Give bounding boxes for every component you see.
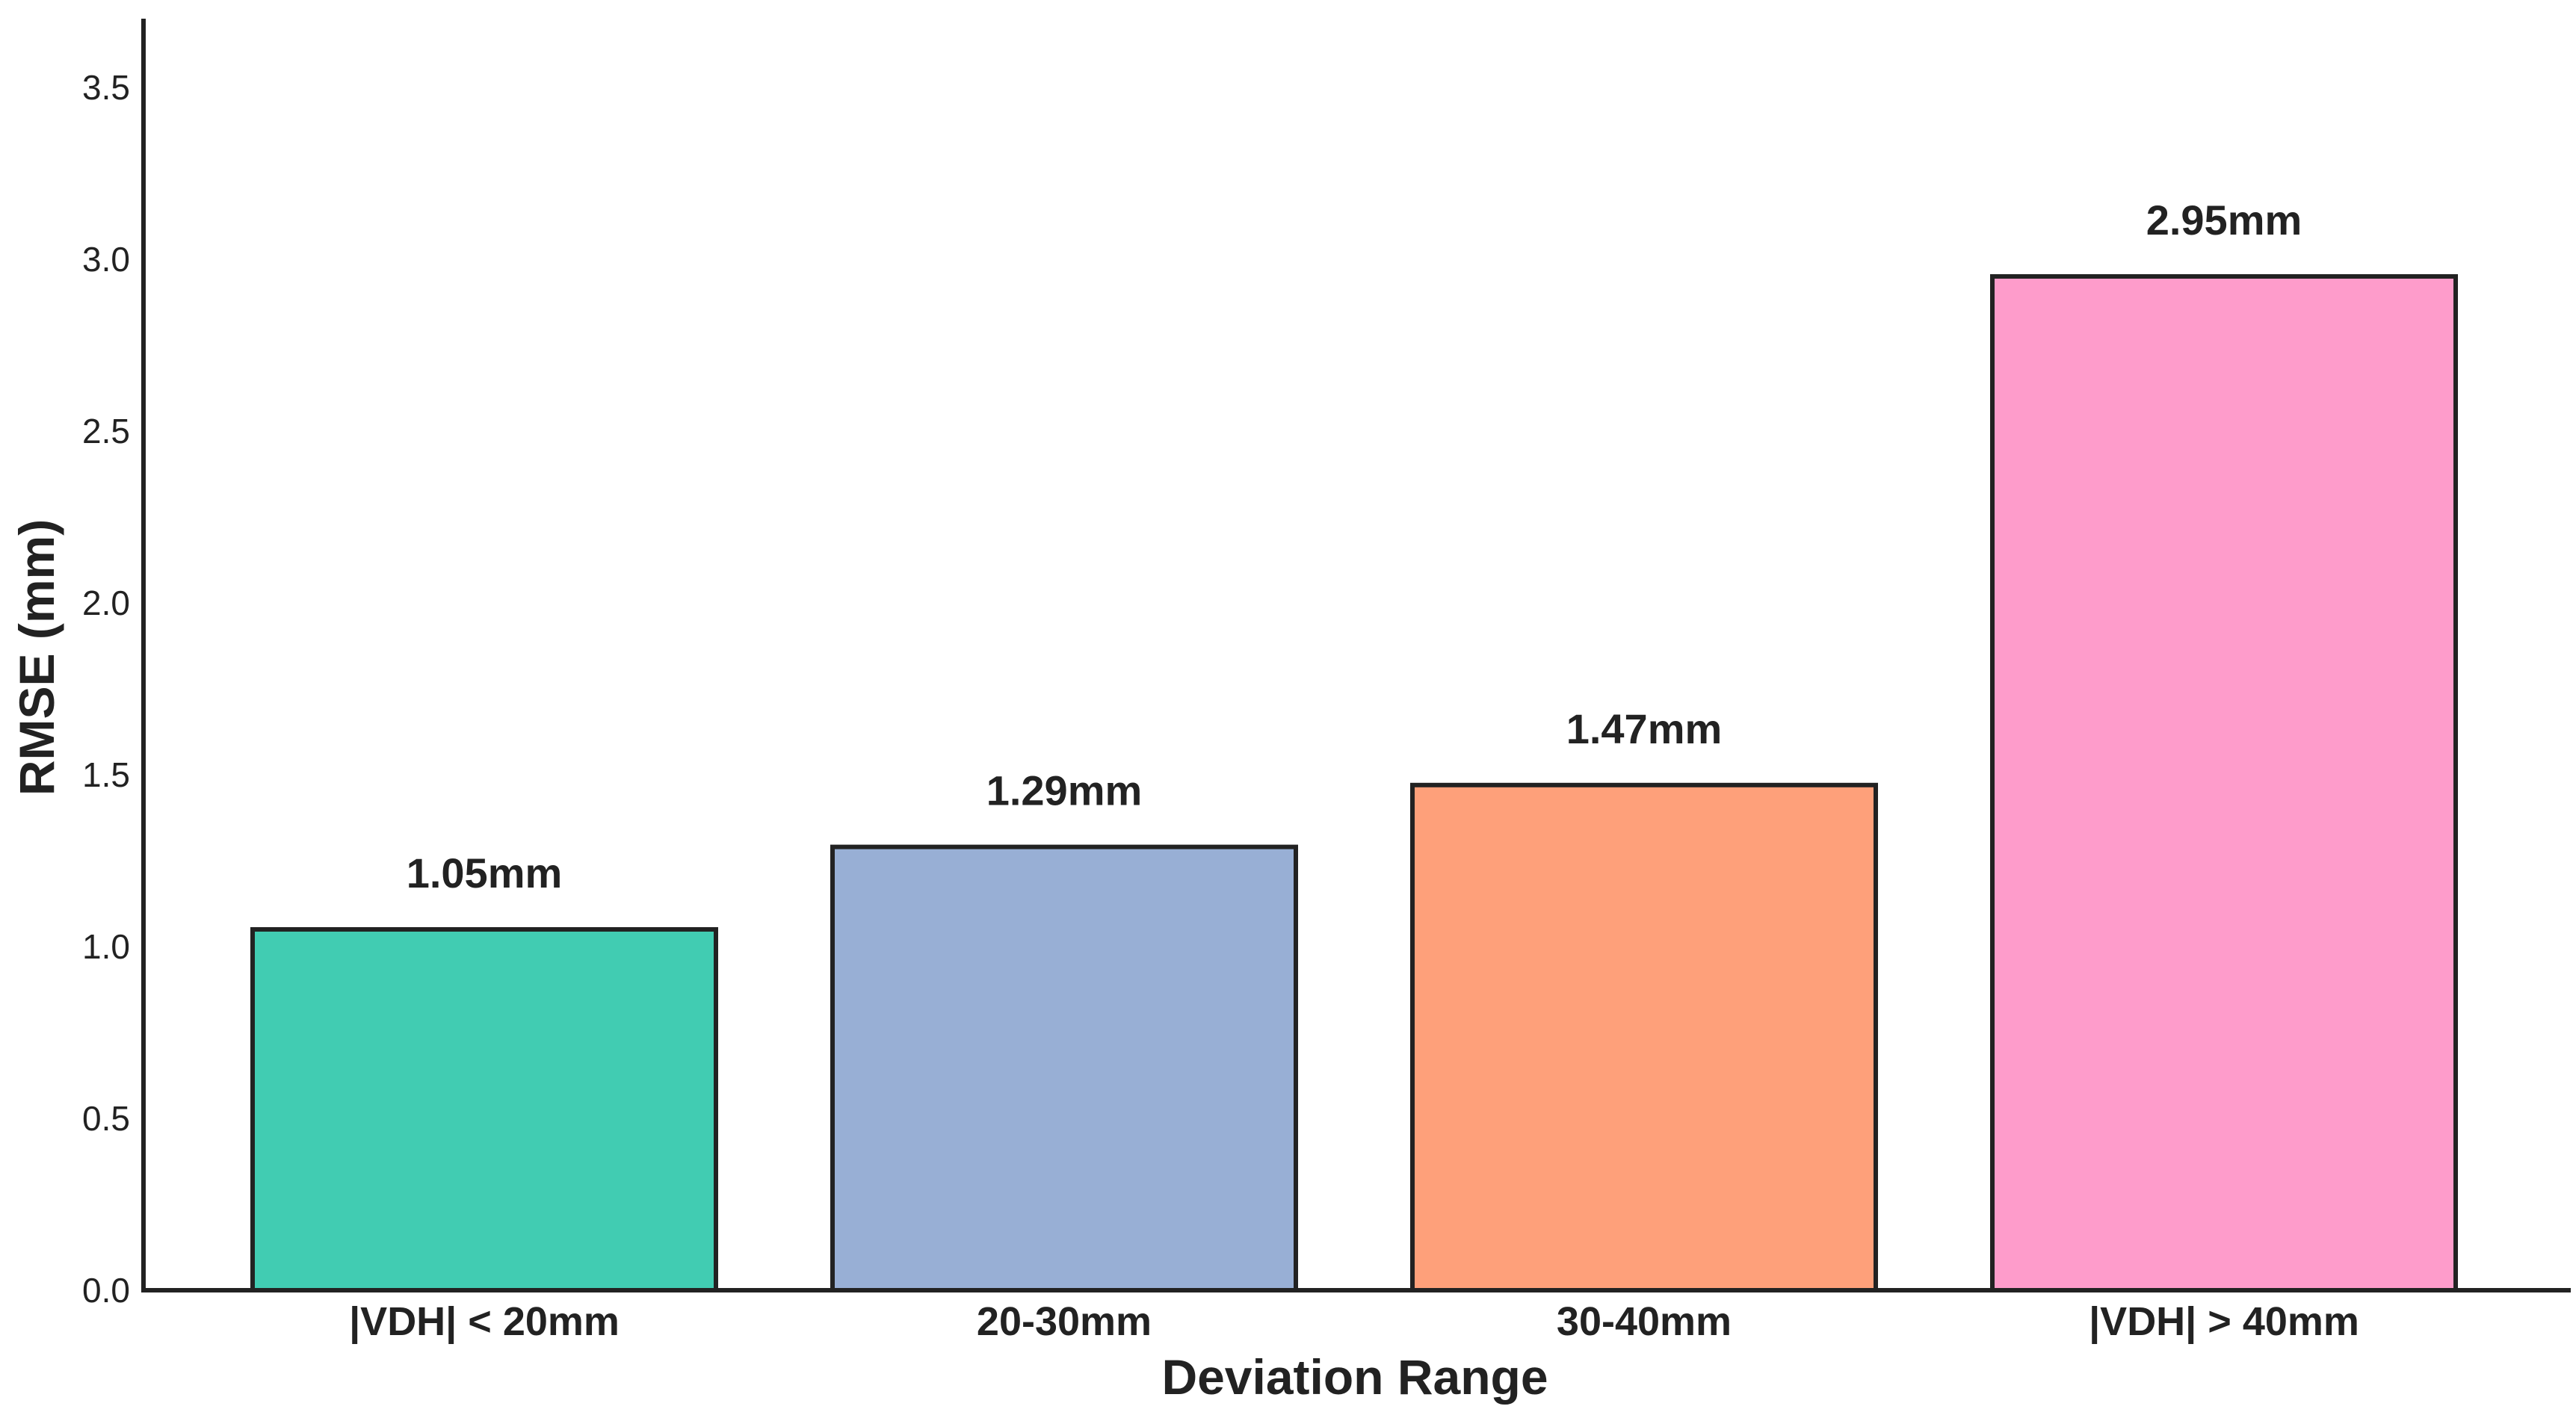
x-tick-label: |VDH| < 20mm	[349, 1299, 620, 1345]
bar-value-label: 2.95mm	[2146, 196, 2302, 244]
bar-value-label: 1.05mm	[407, 849, 563, 897]
x-tick-label: 30-40mm	[1557, 1299, 1732, 1344]
y-tick-label: 3.0	[82, 240, 130, 279]
y-tick-label: 0.0	[82, 1271, 130, 1310]
x-tick-label: |VDH| > 40mm	[2089, 1299, 2359, 1345]
x-tick-label: 20-30mm	[977, 1299, 1152, 1344]
y-tick-label: 3.5	[82, 68, 130, 107]
bar	[250, 927, 718, 1292]
x-axis: |VDH| < 20mm 20-30mm 30-40mm |VDH| > 40mm	[141, 1288, 2571, 1345]
bar	[1410, 782, 1878, 1293]
bar	[830, 844, 1298, 1292]
y-axis-title: RMSE (mm)	[9, 519, 64, 796]
y-tick-label: 2.5	[82, 412, 130, 451]
y-tick-label: 1.0	[82, 927, 130, 966]
data-labels: 1.05mm 1.29mm 1.47mm 2.95mm	[407, 196, 2302, 897]
bar-value-label: 1.29mm	[986, 767, 1143, 814]
y-axis: 0.0 0.5 1.0 1.5 2.0 2.5 3.0 3.5	[82, 19, 146, 1310]
bar-value-label: 1.47mm	[1566, 705, 1723, 752]
bar	[1990, 274, 2458, 1292]
y-tick-label: 0.5	[82, 1099, 130, 1138]
y-tick-label: 2.0	[82, 583, 130, 622]
y-tick-label: 1.5	[82, 755, 130, 794]
bars	[250, 274, 2458, 1293]
x-axis-title: Deviation Range	[1161, 1349, 1548, 1405]
